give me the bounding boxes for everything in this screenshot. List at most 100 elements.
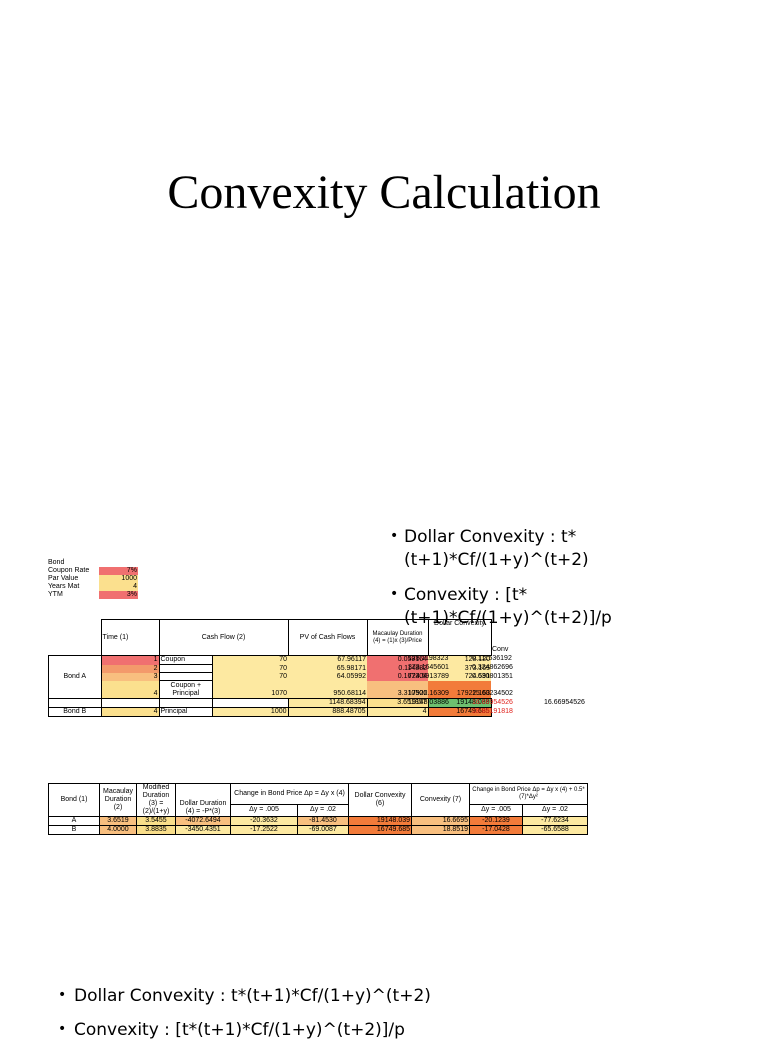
conv-cell: 0.324862696 bbox=[472, 664, 513, 671]
cell-time: 4 bbox=[100, 707, 160, 717]
params-header: Bond bbox=[48, 559, 65, 566]
conv-cell-highlight: 18.85191818 bbox=[472, 708, 513, 715]
cell-convexity: 16.6695 bbox=[411, 816, 470, 826]
header-bond: Bond (1) bbox=[48, 783, 100, 817]
param-value: 1000 bbox=[99, 575, 138, 583]
param-value: 3% bbox=[99, 591, 138, 599]
table-row: 2 70 65.98171 0.114882 373.165 bbox=[49, 664, 491, 673]
slide-title: Convexity Calculation bbox=[167, 166, 601, 219]
cell-cashflow: 1000 bbox=[212, 707, 289, 717]
cell-time: 3 bbox=[101, 672, 159, 681]
cell-dollar-convexity: 724.591 bbox=[428, 672, 491, 681]
bullet-convexity: Convexity : [t*(t+1)*Cf/(1+y)^(t+2)]/p bbox=[390, 583, 720, 630]
cash-flow-table: Time (1) Cash Flow (2) PV of Cash Flows … bbox=[48, 619, 492, 717]
cell-change-02: -69.0087 bbox=[297, 825, 349, 835]
header-dy-005: Δy = .005 bbox=[230, 803, 298, 818]
header-dy-005-2: Δy = .005 bbox=[469, 803, 523, 818]
bottom-formula-bullets: Dollar Convexity : t*(t+1)*Cf/(1+y)^(t+2… bbox=[58, 984, 758, 1053]
cell-convexity: 18.8519 bbox=[411, 825, 470, 835]
cell-dollar-convexity: 19148.039 bbox=[348, 816, 412, 826]
cell-dollar-convexity: 128.120 bbox=[428, 655, 491, 665]
conv-cell: 15.60234502 bbox=[472, 690, 513, 697]
cell-dollar-convexity: 373.165 bbox=[428, 664, 491, 673]
bottom-bullet-convexity: Convexity : [t*(t+1)*Cf/(1+y)^(t+2)]/p bbox=[58, 1018, 758, 1042]
bond-b-row: Bond B 4 Principal 1000 888.48705 4 1674… bbox=[48, 707, 492, 717]
header-dy-02-2: Δy = .02 bbox=[522, 803, 588, 818]
conv-cell: 16.66954526 bbox=[544, 699, 585, 706]
total-row: 1148.68394 3.651857 19148.039 bbox=[48, 698, 492, 708]
conv-cell: 373.1645601 bbox=[408, 664, 449, 671]
table-row: B 4.0000 3.8835 -3450.4351 -17.2522 -69.… bbox=[48, 825, 588, 835]
cell-type: Coupon + Principal bbox=[158, 680, 214, 699]
param-value: 7% bbox=[99, 567, 138, 575]
cell-modified: 3.5455 bbox=[136, 816, 176, 826]
param-label: YTM bbox=[48, 591, 63, 598]
cell-bond: B bbox=[48, 825, 100, 835]
cell-dollar-convexity: 17922.163 bbox=[428, 680, 491, 699]
cell-dollar-convexity: 16749.685 bbox=[427, 707, 492, 717]
header-convexity: Convexity (7) bbox=[411, 783, 470, 817]
cell-pv: 65.98171 bbox=[288, 664, 367, 673]
cell-change2-005: -20.1239 bbox=[469, 816, 523, 826]
cell-pv: 950.68114 bbox=[288, 680, 367, 699]
cell-bond: A bbox=[48, 816, 100, 826]
cell-change2-02: -65.6588 bbox=[522, 825, 588, 835]
cell-cashflow: 70 bbox=[212, 664, 288, 673]
header-time: Time (1) bbox=[100, 619, 160, 656]
cell-type bbox=[158, 664, 214, 673]
bond-b-label: Bond B bbox=[48, 707, 102, 717]
cell-type: Principal bbox=[158, 707, 214, 717]
header-modified: Modified Duration (3) = (2)/(1+y) bbox=[136, 783, 176, 817]
cell-type: Coupon bbox=[158, 655, 214, 665]
formula-bullets: Dollar Convexity : t*(t+1)*Cf/(1+y)^(t+2… bbox=[390, 525, 720, 642]
cell-macaulay: 4.0000 bbox=[99, 825, 137, 835]
conv-header: Conv bbox=[492, 646, 509, 653]
cell-cashflow: 70 bbox=[212, 655, 288, 665]
cell-time: 2 bbox=[101, 664, 159, 673]
header-dollar-duration: Dollar Duration (4) = -P*(3) bbox=[175, 783, 231, 817]
bullet-dollar-convexity: Dollar Convexity : t*(t+1)*Cf/(1+y)^(t+2… bbox=[390, 525, 720, 572]
cell-time: 1 bbox=[101, 655, 159, 665]
cell-time: 4 bbox=[101, 680, 159, 699]
cell-modified: 3.8835 bbox=[136, 825, 176, 835]
comparison-table: Bond (1) Macaulay Duration (2) Modified … bbox=[48, 783, 588, 835]
conv-cell: 0.111536192 bbox=[472, 655, 512, 662]
cell-macaulay: 0.167304 bbox=[367, 672, 428, 681]
cell-change-02: -81.4530 bbox=[297, 816, 349, 826]
cell-change2-02: -77.6234 bbox=[522, 816, 588, 826]
convexity-side-calcs: Conv 128.1198323 0.111536192 373.1645601 0… bbox=[408, 646, 585, 717]
cell-dollar-convexity: 16749.685 bbox=[348, 825, 412, 835]
header-dollar-convexity: Dollar Convexity (6) bbox=[348, 783, 412, 817]
param-value: 4 bbox=[99, 583, 138, 591]
cell-change-005: -17.2522 bbox=[230, 825, 298, 835]
cell-macaulay: 3.6519 bbox=[99, 816, 137, 826]
header-change-group-2: Change in Bond Price Δp = Δy x (4) + 0.5… bbox=[469, 783, 588, 805]
bond-a-label: Bond A bbox=[48, 655, 102, 699]
header-dy-02: Δy = .02 bbox=[297, 803, 349, 818]
param-label: Par Value bbox=[48, 575, 79, 582]
cell-macaulay: 0.059164 bbox=[367, 655, 428, 665]
cell-dollar-duration: -4072.6494 bbox=[175, 816, 231, 826]
header-macaulay: Macaulay Duration (2) bbox=[99, 783, 137, 817]
header-change-group: Change in Bond Price Δp = Δy x (4) bbox=[230, 783, 349, 805]
conv-cell: 0.630801351 bbox=[472, 673, 513, 680]
conv-cell: 17922.16309 bbox=[408, 690, 449, 697]
conv-cell: 724.5913789 bbox=[408, 673, 449, 680]
header-cashflow: Cash Flow (2) bbox=[158, 619, 289, 656]
bottom-bullet-dollar-convexity: Dollar Convexity : t*(t+1)*Cf/(1+y)^(t+2… bbox=[58, 984, 758, 1008]
cell-pv: 67.96117 bbox=[288, 655, 367, 665]
cell-cashflow: 70 bbox=[212, 672, 288, 681]
bond-parameters: Bond Coupon Rate 7% Par Value 1000 Years M… bbox=[48, 559, 138, 599]
conv-cell: 128.1198323 bbox=[408, 655, 449, 662]
header-pv: PV of Cash Flows bbox=[287, 619, 368, 656]
param-label: Years Mat bbox=[48, 583, 80, 590]
table-row: A 3.6519 3.5455 -4072.6494 -20.3632 -81.… bbox=[48, 816, 588, 826]
cell-macaulay: 3.310506 bbox=[367, 680, 428, 699]
table-row: 3 70 64.05992 0.167304 724.591 bbox=[49, 672, 491, 681]
cell-dollar-duration: -3450.4351 bbox=[175, 825, 231, 835]
table-row: 4 Coupon + Principal 1070 950.68114 3.31… bbox=[49, 680, 491, 699]
conv-cell: 19148.03886 bbox=[408, 699, 449, 706]
cell-pv: 888.48705 bbox=[287, 707, 368, 717]
cell-pv: 64.05992 bbox=[288, 672, 367, 681]
conv-cell-highlight: 16.66954526 bbox=[472, 699, 513, 706]
